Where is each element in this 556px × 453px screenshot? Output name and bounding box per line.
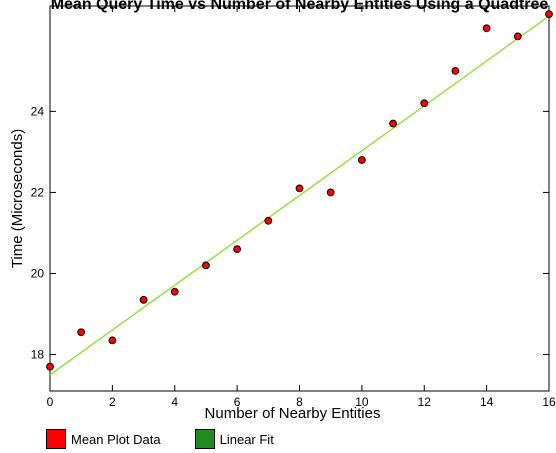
linear-fit-line (49, 15, 550, 376)
legend-label-linear-fit: Linear Fit (219, 431, 274, 447)
data-point (77, 328, 86, 337)
data-point (420, 99, 429, 108)
data-point (295, 184, 304, 193)
data-point (108, 336, 117, 345)
y-tick-label: 20 (31, 266, 45, 280)
x-tick-label: 8 (296, 395, 303, 409)
x-axis-title: Number of Nearby Entities (205, 405, 381, 422)
x-tick-label: 12 (418, 395, 432, 409)
data-point (545, 10, 553, 19)
x-tick-label: 10 (355, 395, 369, 409)
data-point (326, 188, 335, 197)
data-point (264, 216, 273, 225)
x-tick-label: 2 (109, 395, 116, 409)
y-tick-label: 24 (31, 104, 45, 118)
data-point (139, 295, 148, 304)
x-tick-label: 6 (234, 395, 241, 409)
x-tick-label: 4 (171, 395, 178, 409)
data-point (170, 287, 179, 296)
legend-item-mean-plot-data: Mean Plot Data (46, 429, 161, 449)
y-tick-label: 18 (31, 348, 45, 362)
x-tick-label: 0 (47, 395, 54, 409)
data-point (389, 119, 397, 128)
x-tick-label: 16 (542, 395, 556, 409)
data-point (482, 24, 491, 33)
legend-label-mean-plot-data: Mean Plot Data (71, 431, 161, 447)
data-point (513, 32, 522, 41)
legend-item-linear-fit: Linear Fit (194, 429, 274, 449)
data-point (46, 362, 54, 371)
data-point (233, 245, 242, 254)
data-point (357, 156, 366, 164)
y-tick-label: 22 (31, 185, 45, 199)
data-point (202, 261, 210, 270)
x-tick-label: 14 (480, 395, 494, 409)
legend: Mean Plot Data Linear Fit (46, 429, 308, 449)
data-point (451, 66, 460, 75)
legend-swatch-linear-fit (194, 429, 215, 449)
plot-frame (49, 5, 550, 392)
legend-swatch-mean-plot-data (46, 429, 66, 449)
y-axis-title: Time (Microseconds) (9, 129, 26, 268)
